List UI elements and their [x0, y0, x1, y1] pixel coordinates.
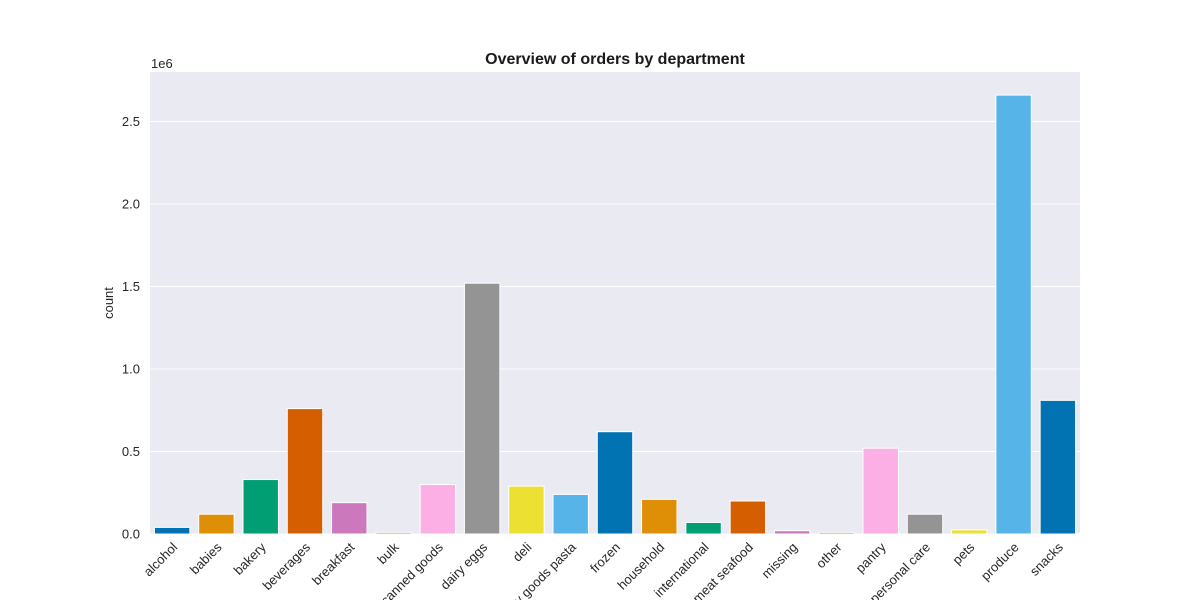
y-tick-label: 2.5 — [122, 114, 140, 129]
bar-produce — [995, 94, 1032, 535]
x-tick-label: alcohol — [141, 539, 181, 579]
bar-breakfast — [331, 502, 368, 535]
x-tick-label: pets — [949, 539, 977, 567]
x-tick-label: bakery — [231, 539, 270, 578]
bar-beverages — [286, 408, 324, 535]
x-tick-label: deli — [510, 539, 535, 564]
bars — [153, 94, 1077, 535]
x-tick-label: pantry — [853, 539, 890, 576]
x-tick-label: babies — [187, 539, 225, 577]
bar-canned-goods — [419, 484, 457, 535]
x-tick-label: other — [813, 539, 845, 571]
y-tick-label: 1.5 — [122, 279, 140, 294]
x-tick-label: produce — [978, 540, 1022, 584]
bar-pantry — [862, 447, 899, 535]
bar-bakery — [242, 479, 279, 535]
y-tick-label: 0.5 — [122, 444, 140, 459]
bar-missing — [773, 530, 811, 535]
bar-bulk — [375, 531, 412, 535]
bar-frozen — [596, 431, 634, 535]
bar-meat-seafood — [729, 500, 767, 535]
y-tick-label: 2.0 — [122, 197, 140, 212]
bar-babies — [198, 513, 235, 535]
x-tick-label: missing — [758, 540, 800, 582]
bar-dry-goods-pasta — [552, 493, 589, 535]
bar-snacks — [1039, 399, 1077, 535]
x-tick-label: breakfast — [309, 539, 358, 588]
y-axis-ticks: 0.0 0.5 1.0 1.5 2.0 2.5 — [122, 114, 140, 542]
x-tick-label: bulk — [374, 539, 402, 567]
y-axis-offset-label: 1e6 — [151, 56, 173, 71]
chart-title: Overview of orders by department — [485, 51, 745, 68]
x-tick-label: frozen — [587, 540, 623, 576]
y-tick-label: 1.0 — [122, 362, 140, 377]
bar-deli — [508, 485, 545, 535]
x-tick-label: beverages — [260, 539, 314, 593]
bar-personal-care — [906, 513, 944, 535]
x-tick-label: dairy eggs — [437, 539, 490, 592]
bar-household — [641, 498, 678, 535]
bar-alcohol — [153, 526, 191, 535]
y-axis-label: count — [101, 287, 116, 319]
y-tick-label: 0.0 — [122, 527, 140, 542]
bar-other — [818, 531, 855, 535]
bar-pets — [951, 529, 988, 535]
bar-dairy-eggs — [463, 282, 501, 535]
x-tick-label: snacks — [1027, 539, 1067, 579]
bar-international — [685, 521, 722, 535]
